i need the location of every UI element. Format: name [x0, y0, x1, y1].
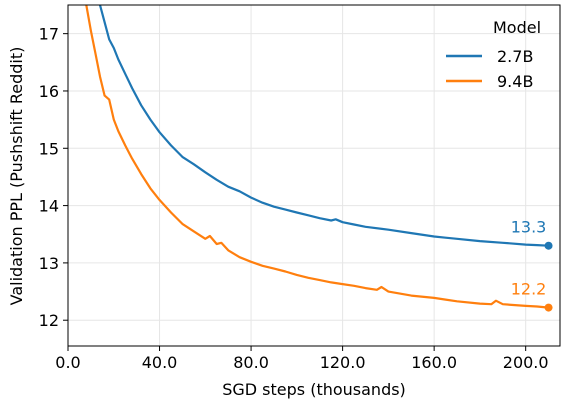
- y-tick-label: 15: [39, 139, 59, 158]
- x-axis: 0.0 40.0 80.0 120.0 160.0 200.0: [55, 346, 549, 372]
- x-tick-label: 80.0: [233, 353, 269, 372]
- x-tick-label: 160.0: [411, 353, 457, 372]
- y-tick-label: 14: [39, 197, 59, 216]
- y-tick-label: 17: [39, 25, 59, 44]
- x-tick-label: 200.0: [503, 353, 549, 372]
- end-value-label-9-4b: 12.2: [511, 280, 547, 299]
- series-line-2-7b: [98, 5, 549, 247]
- grid-lines: [67, 5, 560, 346]
- legend-label-2-7b: 2.7B: [497, 47, 533, 66]
- x-tick-label: 120.0: [320, 353, 366, 372]
- legend: Model 2.7B 9.4B: [446, 18, 541, 91]
- series-line-9-4b: [85, 5, 549, 309]
- legend-title: Model: [493, 18, 541, 37]
- plot-frame: [67, 4, 561, 347]
- x-tick-label: 40.0: [142, 353, 178, 372]
- x-tick-label: 0.0: [55, 353, 80, 372]
- y-axis-label: Validation PPL (Pushshift Reddit): [7, 47, 26, 306]
- y-tick-label: 13: [39, 254, 59, 273]
- end-markers: [544, 241, 553, 312]
- end-point-marker-2-7b: [544, 241, 553, 250]
- y-tick-label: 16: [39, 82, 59, 101]
- end-value-label-2-7b: 13.3: [511, 218, 547, 237]
- series-lines: [85, 5, 549, 309]
- y-tick-label: 12: [39, 311, 59, 330]
- y-axis: 12 13 14 15 16 17: [39, 25, 68, 330]
- x-axis-label: SGD steps (thousands): [222, 380, 406, 399]
- end-point-marker-9-4b: [544, 303, 553, 312]
- legend-label-9-4b: 9.4B: [497, 72, 533, 91]
